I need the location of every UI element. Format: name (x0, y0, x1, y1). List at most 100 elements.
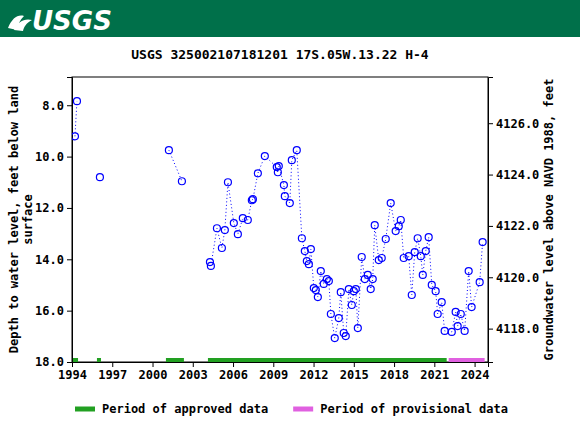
data-point (358, 253, 365, 260)
period-bar (73, 358, 78, 362)
tick-label: 2012 (300, 368, 329, 382)
header: USGS (0, 0, 580, 37)
data-point (298, 235, 305, 242)
data-point (408, 291, 415, 298)
tick-mark (488, 226, 493, 227)
x-axis-line (73, 363, 489, 368)
data-point (352, 286, 359, 293)
data-point (350, 288, 357, 295)
data-point (342, 333, 349, 340)
data-point (305, 261, 312, 268)
data-point (367, 286, 374, 293)
data-point (465, 268, 472, 275)
plot-data (72, 98, 486, 362)
tick: 2024 (461, 362, 490, 382)
tick-mark (354, 362, 355, 367)
tick-label: 18.0 (35, 355, 64, 369)
tick-mark (488, 123, 493, 124)
data-point (221, 227, 228, 234)
x-axis: 1994199720002003200620092012201520182021… (58, 362, 489, 382)
tick: 2021 (420, 362, 449, 382)
tick-mark (112, 362, 113, 367)
tick-label: 14.0 (35, 253, 64, 267)
tick-label: 2009 (259, 368, 288, 382)
data-point (213, 225, 220, 232)
tick-mark (67, 208, 72, 209)
data-point (441, 327, 448, 334)
data-point (293, 147, 300, 154)
chart: USGS USGS 325002107181201 17S.05W.13.22 H… (0, 0, 580, 430)
data-point (425, 234, 432, 241)
tick: 4120.0 (488, 271, 539, 285)
data-point (310, 285, 317, 292)
period-bar (97, 358, 101, 362)
tick-label: 4122.0 (496, 219, 539, 233)
data-point (457, 310, 464, 317)
tick-mark (67, 157, 72, 158)
tick-label: 4126.0 (496, 117, 539, 131)
data-point (307, 246, 314, 253)
data-point (419, 271, 426, 278)
data-point (438, 299, 445, 306)
tick-mark (67, 362, 72, 363)
tick-mark (273, 362, 274, 367)
data-point (382, 236, 389, 243)
title: USGS 325002107181201 17S.05W.13.22 H-4 (131, 47, 429, 62)
y-axis: 8.010.012.014.016.018.0 (35, 78, 72, 370)
data-point (244, 217, 251, 224)
tick-label: 2024 (461, 368, 490, 382)
tick: 4118.0 (488, 322, 539, 336)
tick: 2015 (340, 362, 369, 382)
tick-label: 2015 (340, 368, 369, 382)
legend-label: Period of approved data (102, 402, 268, 416)
data-point (312, 287, 319, 294)
y2-axis-line (489, 78, 494, 363)
data-point (288, 157, 295, 164)
legend-label: Period of provisional data (320, 402, 508, 416)
data-point (348, 302, 355, 309)
tick: 2018 (380, 362, 409, 382)
tick: 2000 (139, 362, 168, 382)
tick-label: 2021 (420, 368, 449, 382)
data-point (218, 245, 225, 252)
y2-axis: 4118.0 4120.0 4122.0 4124.0 4126.0 (488, 78, 539, 363)
legend: Period of approved data Period of provisi… (75, 402, 508, 416)
tick-label: 2018 (380, 368, 409, 382)
data-point (234, 231, 241, 238)
data-point (454, 323, 461, 330)
tick: 10.0 (35, 150, 72, 164)
tick-mark (193, 362, 194, 367)
data-point (323, 276, 330, 283)
tick-mark (67, 311, 72, 312)
tick-mark (488, 329, 493, 330)
data-point (281, 193, 288, 200)
data-point (224, 179, 231, 186)
tick-mark (488, 277, 493, 278)
tick-label: 2006 (219, 368, 248, 382)
tick-mark (434, 362, 435, 367)
tick-label: 4118.0 (496, 322, 539, 336)
y-axis-title-line: surface (21, 194, 35, 245)
data-point (73, 98, 80, 105)
data-point (261, 153, 268, 160)
tick-label: 2000 (139, 368, 168, 382)
tick-mark (394, 362, 395, 367)
tick-mark (475, 362, 476, 367)
data-point (230, 220, 237, 227)
tick-label: 10.0 (35, 150, 64, 164)
y-axis-line (67, 78, 73, 363)
tick: 14.0 (35, 253, 72, 267)
series-line (75, 101, 483, 338)
data-point (165, 147, 172, 154)
data-point (434, 310, 441, 317)
tick-mark (67, 259, 72, 260)
tick: 2006 (219, 362, 248, 382)
y-axis-title: Depth to water level, feet below landsur… (7, 86, 35, 353)
tick: 4124.0 (488, 168, 539, 182)
data-point (72, 133, 78, 140)
legend-item: Period of approved data (75, 402, 268, 416)
tick: 18.0 (35, 355, 72, 369)
tick-label: 8.0 (42, 99, 64, 113)
data-point (479, 239, 486, 246)
data-point (275, 163, 282, 170)
